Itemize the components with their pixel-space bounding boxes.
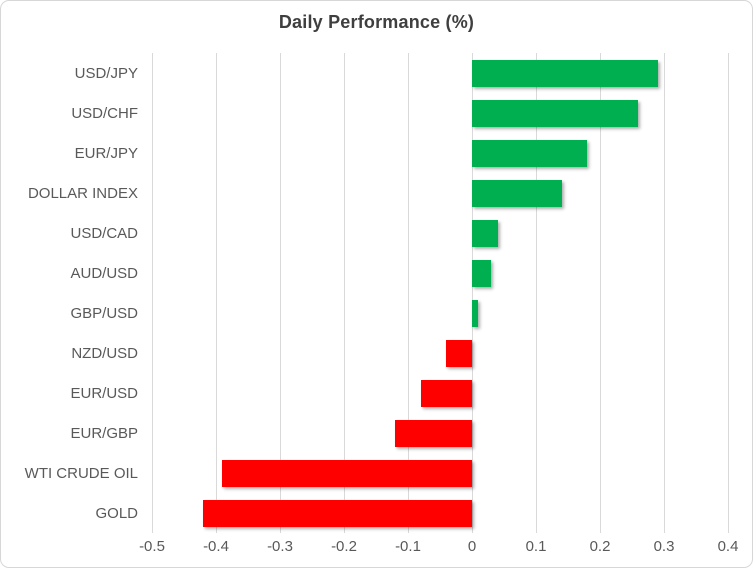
- gridline: [535, 53, 537, 533]
- x-tick-label: 0: [467, 538, 477, 555]
- x-tick-label: -0.3: [267, 538, 293, 555]
- x-tick-label: 0.1: [525, 538, 547, 555]
- bar-nzd-usd: [446, 339, 472, 367]
- category-label: EUR/JPY: [74, 144, 138, 162]
- chart-title: Daily Performance (%): [278, 12, 475, 32]
- bar-eur-jpy: [472, 139, 588, 167]
- x-tick-label: -0.4: [203, 538, 229, 555]
- plot-area: [151, 53, 729, 533]
- category-label: NZD/USD: [71, 344, 138, 362]
- bar-eur-gbp: [395, 419, 472, 447]
- category-label: EUR/USD: [70, 384, 138, 402]
- x-tick-label: -0.1: [395, 538, 421, 555]
- category-label: USD/CHF: [71, 104, 138, 122]
- x-axis: -0.5 -0.4 -0.3 -0.2 -0.1 0 0.1 0.2 0.3 0.4: [139, 538, 738, 560]
- category-label: GBP/USD: [70, 304, 138, 322]
- x-tick-label: 0.3: [653, 538, 675, 555]
- category-label: EUR/GBP: [70, 424, 138, 442]
- bar-wti-crude-oil: [222, 459, 472, 487]
- x-tick-label: -0.2: [331, 538, 357, 555]
- gridline: [407, 53, 409, 533]
- category-label: USD/CAD: [70, 224, 138, 242]
- category-label: DOLLAR INDEX: [27, 184, 138, 202]
- bar-usd-cad: [472, 219, 498, 247]
- gridline: [279, 53, 281, 533]
- bar-eur-usd: [420, 379, 472, 407]
- gridline: [663, 53, 665, 533]
- category-label: AUD/USD: [70, 264, 138, 282]
- category-label: WTI CRUDE OIL: [24, 464, 138, 482]
- x-tick-label: -0.5: [139, 538, 165, 555]
- bar-usd-chf: [472, 99, 639, 127]
- bar-aud-usd: [472, 259, 492, 287]
- category-label: GOLD: [95, 504, 138, 522]
- bar-gold: [203, 499, 472, 527]
- category-axis: USD/JPY USD/CHF EUR/JPY DOLLAR INDEX USD/CAD…: [1, 53, 138, 533]
- gridline: [151, 53, 153, 533]
- x-tick-label: 0.4: [717, 538, 739, 555]
- category-label: USD/JPY: [74, 64, 138, 82]
- x-tick-label: 0.2: [589, 538, 611, 555]
- gridline: [599, 53, 601, 533]
- gridline: [215, 53, 217, 533]
- bar-usd-jpy: [472, 59, 658, 87]
- gridline: [471, 53, 473, 533]
- gridline: [343, 53, 345, 533]
- bar-dollar-index: [472, 179, 562, 207]
- gridline: [727, 53, 729, 533]
- bar-gbp-usd: [472, 299, 479, 327]
